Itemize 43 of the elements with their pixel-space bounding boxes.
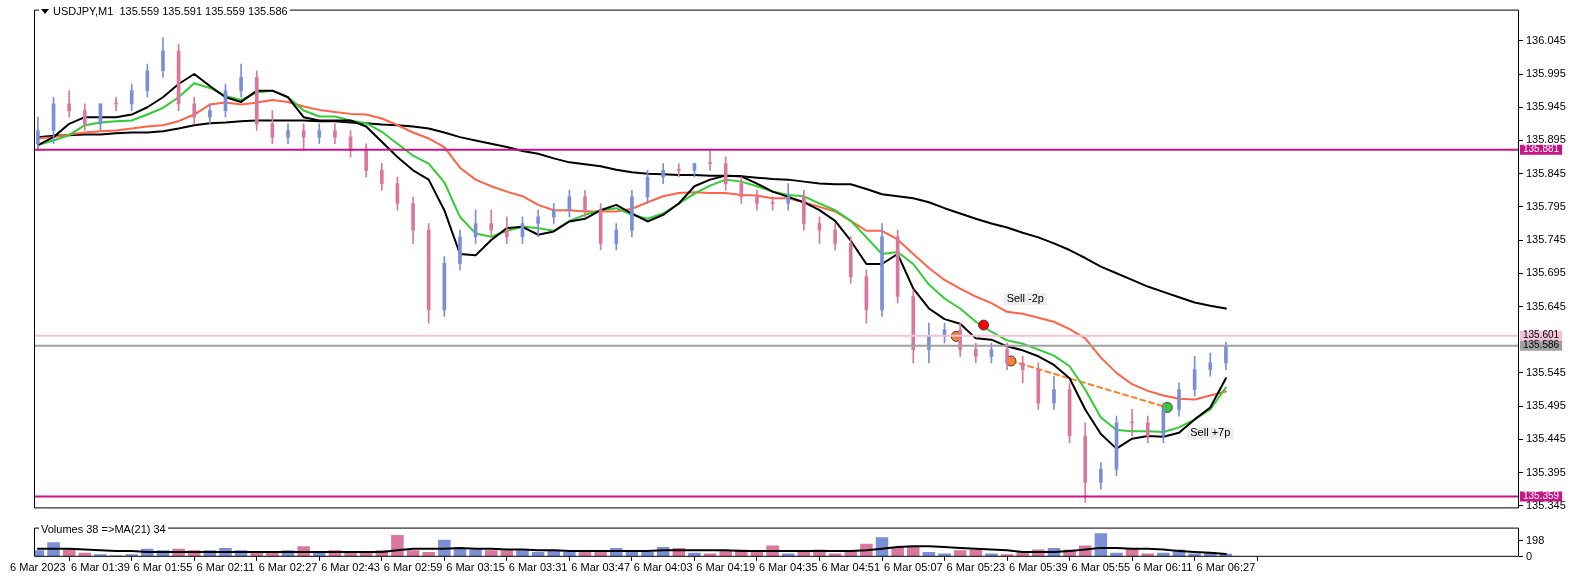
y-tick-label: 135.945 — [1526, 100, 1566, 113]
annotation: Sell -2p — [1006, 292, 1044, 305]
chart-title: USDJPY,M1 135.559 135.591 135.559 135.586 — [53, 5, 288, 17]
x-tick-label: 6 Mar 06:11 — [1134, 561, 1193, 574]
annotation: Sell +7p — [1190, 426, 1231, 439]
x-tick-label: 6 Mar 01:39 — [71, 561, 130, 574]
x-tick-label: 6 Mar 03:31 — [508, 561, 568, 574]
x-tick-label: 6 Mar 05:39 — [1008, 561, 1068, 574]
ref-line-label: 135.359 — [1523, 490, 1560, 502]
x-tick-label: 6 Mar 03:47 — [571, 561, 630, 574]
x-tick-label: 6 Mar 2023 — [10, 561, 66, 574]
x-tick-label: 6 Mar 04:19 — [696, 561, 756, 574]
chart-title: Volumes 38 =>MA(21) 34 — [41, 523, 166, 535]
y-tick-label: 136.045 — [1526, 33, 1566, 46]
x-tick-label: 6 Mar 05:55 — [1071, 561, 1131, 574]
x-tick-label: 6 Mar 04:03 — [633, 561, 693, 574]
y-tick-label: 0 — [1526, 549, 1533, 562]
y-tick-label: 135.995 — [1526, 67, 1566, 80]
y-tick-label: 198 — [1526, 533, 1545, 546]
x-tick-label: 6 Mar 02:43 — [321, 561, 380, 574]
y-tick-label: 135.395 — [1526, 465, 1566, 478]
x-tick-label: 6 Mar 06:27 — [1196, 561, 1256, 574]
y-tick-label: 135.645 — [1526, 299, 1566, 312]
y-tick-label: 135.695 — [1526, 266, 1566, 279]
y-tick-label: 135.495 — [1526, 399, 1566, 412]
y-tick-label: 135.795 — [1526, 199, 1566, 212]
x-tick-label: 6 Mar 04:35 — [758, 561, 818, 574]
ref-line-label: 135.586 — [1523, 339, 1560, 351]
y-tick-label: 135.445 — [1526, 432, 1566, 445]
x-tick-label: 6 Mar 04:51 — [821, 561, 881, 574]
x-tick-label: 6 Mar 01:55 — [133, 561, 193, 574]
x-tick-label: 6 Mar 05:07 — [883, 561, 943, 574]
y-tick-label: 135.845 — [1526, 166, 1566, 179]
ref-line-label: 135.601 — [1523, 329, 1560, 341]
x-tick-label: 6 Mar 02:27 — [258, 561, 318, 574]
x-tick-label: 6 Mar 02:59 — [383, 561, 443, 574]
x-tick-label: 6 Mar 02:11 — [196, 561, 255, 574]
y-tick-label: 135.895 — [1526, 133, 1566, 146]
x-tick-label: 6 Mar 05:23 — [946, 561, 1006, 574]
y-tick-label: 135.745 — [1526, 233, 1566, 246]
y-tick-label: 135.545 — [1526, 365, 1566, 378]
ref-line-label: 135.881 — [1523, 143, 1560, 155]
x-tick-label: 6 Mar 03:15 — [446, 561, 505, 574]
